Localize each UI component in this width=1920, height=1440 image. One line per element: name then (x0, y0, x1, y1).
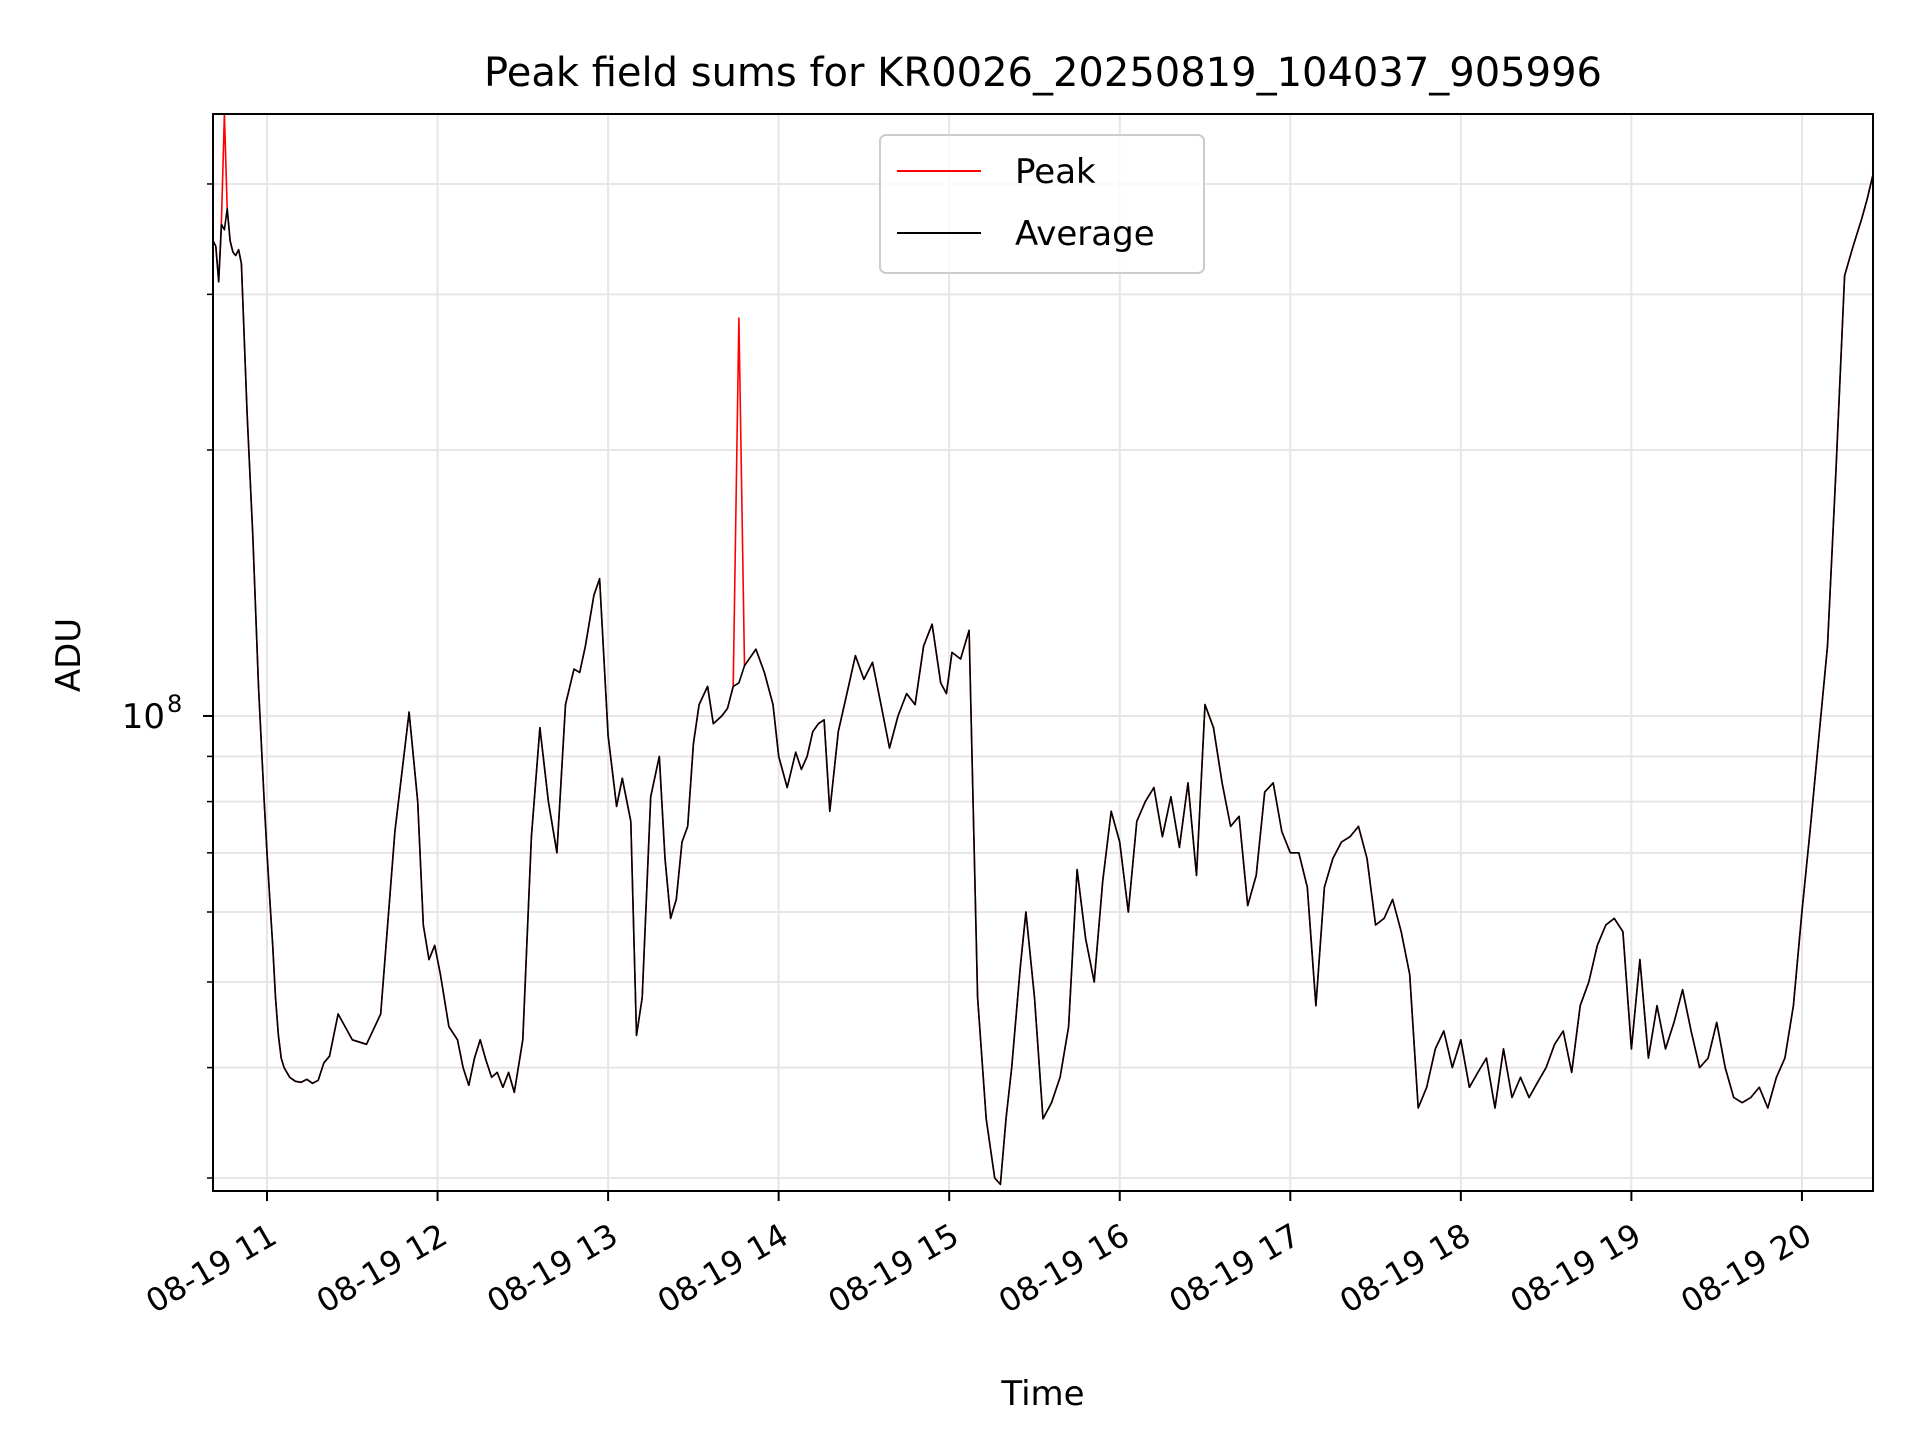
y-axis-label: ADU (49, 618, 89, 692)
series-line-average (212, 174, 1874, 1186)
grid (213, 114, 1873, 1191)
plot-frame (212, 113, 1874, 1192)
legend-label-average: Average (1015, 214, 1155, 254)
x-axis-label: Time (1000, 1374, 1084, 1414)
y-tick-label-exponent: 8 (167, 690, 182, 718)
legend-box (879, 134, 1205, 274)
y-tick-label-base: 10 (122, 697, 165, 737)
series-layer (212, 113, 1874, 1186)
legend-label-peak: Peak (1015, 152, 1096, 192)
y-axis: 10 8 (122, 183, 213, 1179)
legend: Peak Average (879, 134, 1205, 274)
chart-title: Peak field sums for KR0026_20250819_1040… (484, 50, 1602, 96)
